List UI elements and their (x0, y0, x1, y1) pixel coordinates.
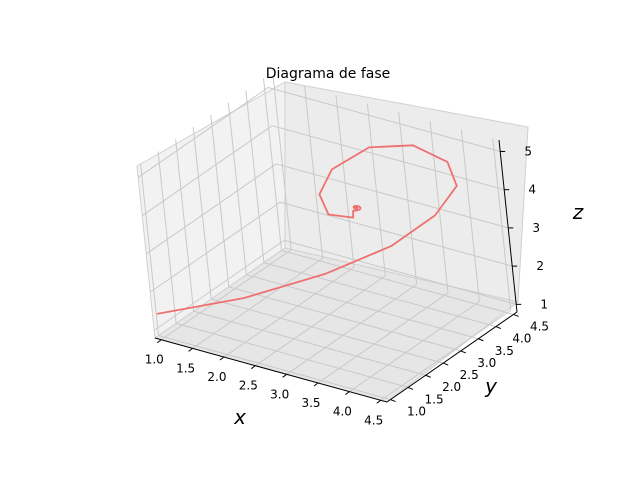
grid-line-z-left (145, 163, 277, 255)
x-tick-mark (156, 339, 162, 344)
grid-line-y-wall (157, 151, 177, 324)
grid-line-y-wall (175, 139, 195, 312)
y-tick-label: 3.5 (495, 344, 514, 358)
z-tick-label: 5 (524, 144, 532, 158)
x-tick-mark (313, 382, 319, 387)
grid-line-y-floor (158, 335, 391, 401)
x-tick-label: 4.5 (364, 413, 383, 427)
grid-line-y-wall (262, 78, 282, 251)
x-tick-mark (188, 347, 193, 352)
grid-line-x-back (335, 94, 355, 268)
z-tick-label: 1 (540, 297, 548, 311)
trajectory-center-point (353, 205, 359, 211)
grid-line-y-wall (227, 102, 247, 275)
y-tick-label: 4.0 (512, 332, 531, 346)
x-axis-label: x (233, 405, 246, 429)
y-tick-label: 3.0 (477, 356, 496, 370)
series-layer (156, 144, 458, 315)
y-tick-label: 1.5 (425, 392, 444, 406)
grid-line-x-back (492, 138, 512, 311)
z-tick-group: 1 2 3 4 5 (500, 144, 548, 311)
y-axis-line (386, 311, 518, 403)
grid-line-y-floor (211, 298, 444, 364)
x-tick-mark (376, 399, 382, 404)
y-tick-mark (495, 326, 502, 330)
x-tick-mark (251, 365, 256, 370)
chart-title: Diagrama de fase (266, 66, 391, 82)
grid-line-x-back (272, 77, 292, 250)
grid-line-x-floor (255, 275, 386, 367)
grid-line-y-wall (245, 90, 265, 263)
grid-line-y-wall (140, 163, 160, 336)
y-tick-mark (390, 399, 396, 403)
y-tick-mark (513, 313, 519, 317)
y-axis-label: y (484, 374, 498, 398)
grid-line-z-back (284, 239, 517, 305)
x-tick-label: 1.0 (145, 353, 164, 367)
grid-line-x-floor (380, 309, 512, 401)
y-tick-mark (443, 362, 449, 366)
grid-line-z-left (153, 239, 285, 331)
grid-line-z-left (149, 201, 281, 293)
z-axis-label: z (572, 200, 584, 224)
y-tick-label: 1.0 (407, 405, 426, 419)
y-tick-mark (460, 350, 466, 354)
axis-lines (154, 139, 518, 403)
x-tick-label: 1.5 (176, 361, 195, 375)
z-tick-label: 4 (528, 183, 536, 197)
y-tick-mark (478, 338, 484, 342)
grid-line-x-floor (192, 257, 323, 349)
grid-line-z-back (268, 86, 501, 152)
grid-line-x-back (304, 86, 324, 259)
z-tick-label: 2 (536, 259, 544, 273)
grid-line-x-floor (317, 292, 449, 384)
grid-line-y-floor (263, 262, 497, 328)
grid-line-z-back (276, 163, 509, 229)
x-tick-label: 2.5 (239, 379, 258, 393)
y-tick-group: 1.01.52.02.53.03.54.04.5 (390, 313, 549, 419)
grid-line-y-wall (210, 114, 230, 287)
grid-line-x-back (460, 129, 480, 302)
x-tick-mark (345, 391, 350, 396)
x-axis-line (154, 337, 388, 403)
x-tick-label: 3.0 (270, 387, 289, 401)
grid-line-y-floor (228, 286, 461, 352)
x-tick-mark (219, 356, 225, 361)
grid-line-z-left (137, 87, 269, 178)
grid-line-x-floor (349, 301, 480, 393)
grid-line-x-back (366, 103, 386, 276)
x-tick-mark (282, 373, 287, 378)
grid-line-z-left (141, 125, 273, 217)
grid-line-x-floor (223, 266, 355, 358)
grid-line-y-floor (281, 249, 514, 315)
y-tick-label: 2.5 (460, 368, 479, 382)
grid-line-z-back (280, 201, 513, 267)
grid-line-z-back (272, 125, 505, 191)
x-tick-label: 2.0 (207, 370, 226, 384)
y-tick-label: 4.5 (530, 319, 549, 333)
grid-line-x-floor (286, 283, 417, 375)
x-tick-group: 1.0 1.5 2.0 2.5 3.0 3.5 4.0 4.5 (145, 339, 383, 427)
y-tick-label: 2.0 (442, 380, 461, 394)
grid-line-y-wall (192, 127, 212, 300)
z-tick-label: 3 (532, 221, 540, 235)
grid-line-x-floor (160, 249, 292, 341)
grid-line-y-floor (193, 310, 426, 376)
grid-lines (137, 77, 517, 401)
grid-line-x-back (398, 112, 418, 285)
pane-group (136, 81, 529, 403)
x-tick-label: 3.5 (301, 396, 320, 410)
z-axis-line (498, 139, 518, 313)
grid-line-x-back (429, 120, 449, 294)
grid-line-y-floor (175, 322, 409, 388)
y-tick-mark (425, 374, 431, 378)
x-tick-label: 4.0 (333, 405, 352, 419)
y-tick-mark (407, 386, 414, 390)
